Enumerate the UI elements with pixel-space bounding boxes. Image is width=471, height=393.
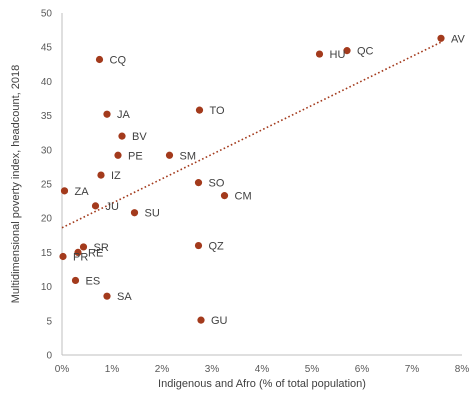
data-point [103, 292, 111, 300]
data-point [343, 47, 351, 55]
x-tick-label: 7% [405, 364, 420, 375]
y-axis-title: Multidimensional poverty index, headcoun… [10, 65, 22, 303]
y-tick-label: 35 [41, 111, 53, 122]
trendline [61, 41, 443, 229]
point-label: GU [211, 315, 228, 327]
y-tick-label: 50 [41, 9, 53, 20]
data-point [118, 132, 126, 140]
data-point [71, 276, 80, 285]
y-tick-label: 0 [46, 351, 52, 362]
y-tick-label: 20 [41, 214, 53, 225]
x-tick-label: 5% [305, 364, 320, 375]
data-point [59, 252, 67, 261]
data-point [165, 151, 174, 159]
y-tick-label: 30 [41, 145, 53, 156]
data-point [79, 243, 88, 251]
x-axis-title: Indigenous and Afro (% of total populati… [158, 378, 366, 390]
data-point [197, 316, 205, 324]
point-label: AV [451, 33, 466, 45]
y-tick-label: 25 [41, 180, 53, 191]
data-point [60, 187, 69, 195]
point-label: IZ [111, 170, 121, 182]
x-tick-label: 4% [255, 364, 270, 375]
point-label: ES [86, 275, 101, 287]
point-label: CM [235, 191, 252, 203]
data-point [194, 241, 203, 250]
x-tick-label: 6% [355, 364, 370, 375]
data-point [194, 179, 203, 187]
point-label: RE [88, 247, 103, 259]
data-point [114, 151, 122, 159]
y-tick-label: 15 [41, 248, 53, 259]
data-point [315, 50, 324, 58]
data-point [220, 192, 229, 200]
data-point [91, 202, 100, 210]
point-label: QZ [209, 241, 225, 253]
data-point [437, 34, 445, 42]
data-point [130, 209, 139, 217]
data-points [59, 34, 445, 324]
point-label: JA [117, 109, 131, 121]
x-tick-label: 0% [55, 364, 70, 375]
point-label: SA [117, 291, 132, 303]
y-tick-label: 45 [41, 43, 53, 54]
y-tick-labels: 0 5 10 15 20 25 30 35 40 45 50 [41, 9, 53, 362]
point-label: HU [330, 49, 346, 61]
point-label: QC [357, 46, 374, 58]
point-label: BV [132, 131, 147, 143]
data-point [95, 55, 104, 64]
data-point [103, 110, 111, 118]
point-label: SU [145, 208, 160, 220]
point-label: ZA [75, 186, 90, 198]
data-point [74, 248, 82, 256]
point-label: SO [209, 178, 225, 190]
x-tick-label: 8% [455, 364, 470, 375]
point-label: SM [180, 150, 197, 162]
data-point [195, 106, 204, 114]
point-label: TO [210, 105, 226, 117]
point-label: SR [94, 242, 109, 254]
x-tick-label: 2% [155, 364, 170, 375]
point-label: CQ [110, 55, 127, 67]
point-label: JU [106, 201, 120, 213]
y-tick-label: 5 [46, 316, 52, 327]
data-point [97, 171, 105, 179]
x-tick-label: 1% [105, 364, 120, 375]
y-tick-label: 10 [41, 282, 53, 293]
x-tick-labels: 0% 1% 2% 3% 4% 5% 6% 7% 8% [55, 364, 470, 375]
point-label: PR [73, 252, 88, 264]
point-label: PE [128, 150, 143, 162]
y-tick-label: 40 [41, 77, 53, 88]
x-tick-label: 3% [205, 364, 220, 375]
